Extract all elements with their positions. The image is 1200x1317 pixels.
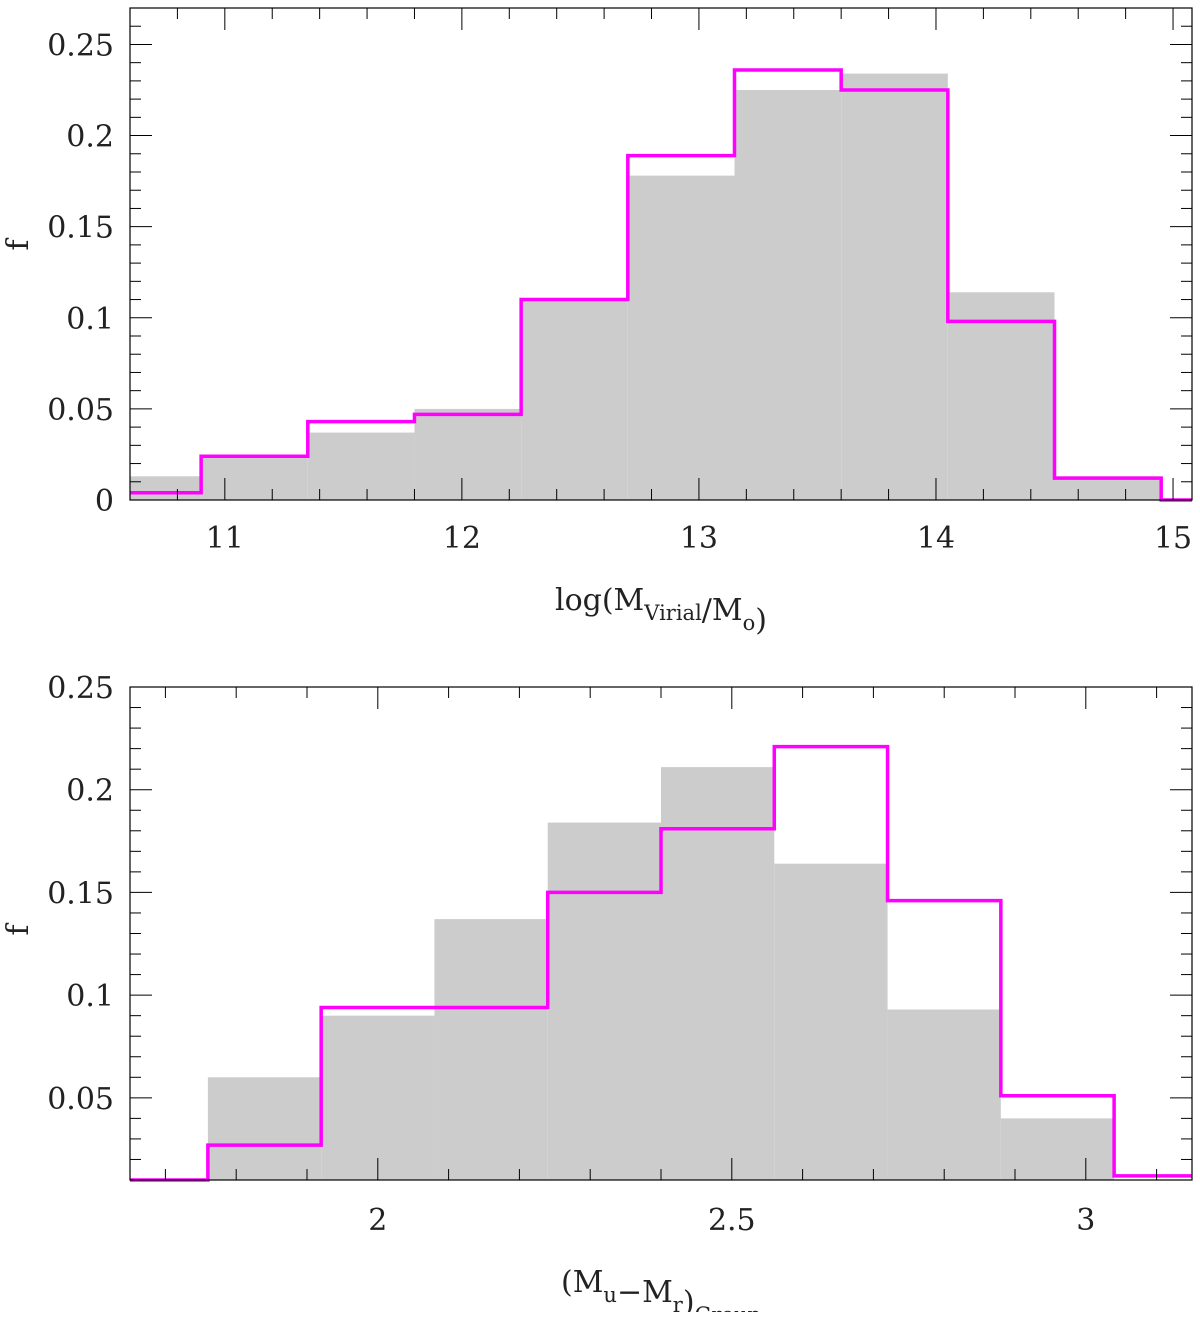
y-tick-label: 0.15 [47,876,114,911]
x-tick-label: 2 [368,1203,387,1238]
histogram-step-line-magenta [130,68,1192,502]
histogram-bar-gray [434,919,548,1180]
x-axis-label: (Mu−Mr)Group [561,1265,761,1312]
histogram-bar-gray [321,1015,435,1180]
y-tick-label: 0.2 [66,120,114,155]
histogram-bar-gray [627,175,735,500]
histogram-bar-gray [130,476,202,500]
axes-frame [129,7,1193,501]
histogram-bar-gray [207,1077,322,1180]
histogram-bar-gray [547,822,661,1180]
y-tick-label: 0.15 [47,211,114,246]
y-axis-label: f [1,238,36,251]
histogram-bar-gray [1000,1118,1115,1180]
histogram-bar-gray [734,90,842,500]
histogram-bar-gray [521,299,628,500]
x-tick-label: 14 [917,521,955,556]
histogram-bar-gray [661,767,775,1180]
x-tick-label: 11 [206,521,244,556]
y-tick-label: 0.2 [66,774,114,809]
panel-top: 11 12 13 14 15 0 0.05 0.1 0.15 0.2 0.25 f log(MViria… [1,7,1193,638]
panel-bottom: 2 2.5 3 0.05 0.1 0.15 0.2 0.25 f (Mu−Mr)Group [1,671,1193,1317]
y-tick-label: 0.25 [47,671,114,706]
y-tick-label: 0.05 [47,393,114,428]
histogram-bar-gray [947,292,1055,500]
y-tick-label: 0.05 [47,1082,114,1117]
histogram-bar-gray [841,73,948,500]
x-axis-label: log(MVirial/Mo) [555,583,767,638]
y-tick-label: 0 [95,484,114,519]
histogram-bar-gray [201,456,308,500]
histogram-bar-gray [307,432,415,500]
x-tick-label: 2.5 [708,1203,756,1238]
y-tick-label: 0.1 [66,979,114,1014]
histogram-bar-gray [774,863,888,1180]
y-axis-label: f [1,923,36,936]
histogram-bar-gray [414,408,522,500]
histogram-step-line-magenta [130,744,1192,1182]
x-tick-label: 3 [1076,1203,1095,1238]
y-tick-label: 0.1 [66,302,114,337]
histogram-bar-gray [1054,476,1162,500]
x-tick-label: 12 [443,521,481,556]
histogram-bar-gray [887,1009,1001,1180]
y-tick-label: 0.25 [47,28,114,63]
x-tick-label: 15 [1154,521,1192,556]
x-tick-label: 13 [680,521,718,556]
